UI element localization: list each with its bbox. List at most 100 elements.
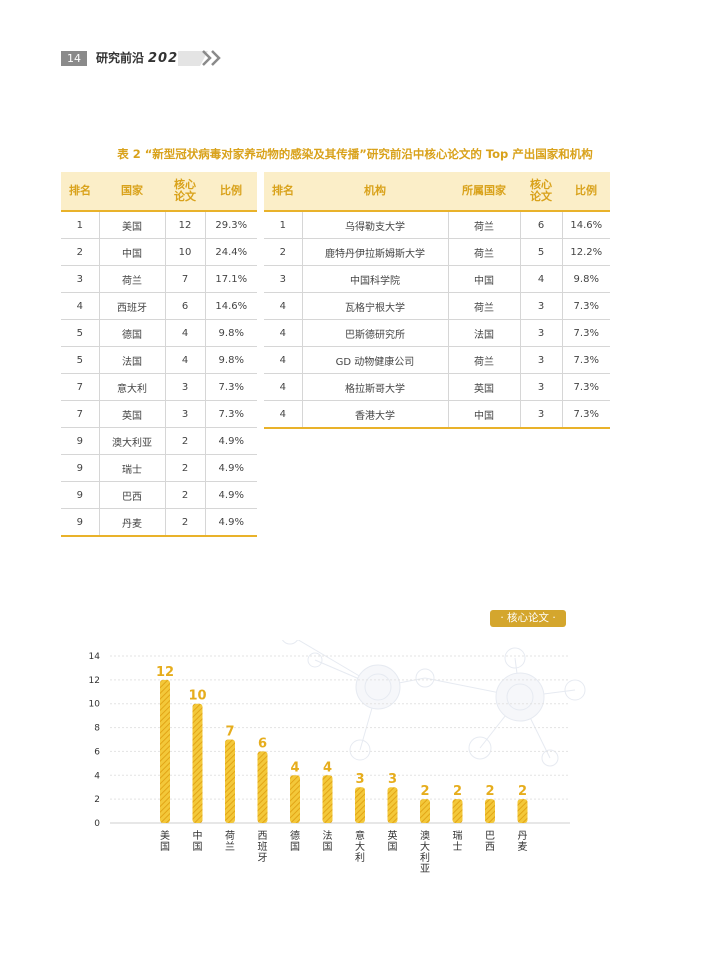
category-label: 法国 <box>323 829 333 853</box>
y-tick-label: 14 <box>89 652 101 662</box>
country-row: 7 意大利 3 7.3% <box>61 373 257 401</box>
table-cell: 澳大利亚 <box>98 427 165 455</box>
country-table: 排名 国家 核心论文 比例 1 美国 12 29.3% 2 中国 10 24.4% 3 荷兰 7 17… <box>61 172 257 537</box>
network-background <box>281 640 586 767</box>
table-cell: 英国 <box>447 373 520 401</box>
table-cell: 7.3% <box>561 319 610 347</box>
table-cell: 9 <box>61 454 99 482</box>
col-header: 排名 <box>264 172 302 212</box>
table-cell: 7.3% <box>561 346 610 374</box>
table-cell: 14.6% <box>204 292 257 320</box>
bar <box>420 799 430 823</box>
table-cell: 9.8% <box>204 319 257 347</box>
table-cell: 2 <box>61 238 99 266</box>
table-cell: 4 <box>264 319 302 347</box>
table-cell: 瑞士 <box>98 454 165 482</box>
category-label: 意大利 <box>355 829 365 864</box>
institution-row: 4 香港大学 中国 3 7.3% <box>264 400 610 429</box>
table-cell: 西班牙 <box>98 292 165 320</box>
y-tick-label: 2 <box>94 795 100 805</box>
table-cell: 4 <box>264 400 302 429</box>
header-title: 研究前沿 <box>96 51 145 65</box>
country-row: 9 巴西 2 4.9% <box>61 481 257 509</box>
table-header-row: 排名 国家 核心论文 比例 <box>61 172 257 212</box>
institution-table: 排名 机构 所属国家 核心论文 比例 1 乌得勒支大学 荷兰 6 14.6% 2 鹿特丹伊拉… <box>264 172 610 429</box>
table-cell: 9 <box>61 481 99 509</box>
category-label: 美国 <box>160 829 170 853</box>
y-tick-label: 8 <box>94 724 100 734</box>
category-label: 英国 <box>388 829 398 853</box>
col-header: 核心论文 <box>520 172 562 212</box>
table-cell: 3 <box>264 265 302 293</box>
category-label: 澳大利亚 <box>420 829 430 875</box>
table-cell: 巴西 <box>98 481 165 509</box>
table-cell: GD 动物健康公司 <box>301 346 448 374</box>
table-cell: 3 <box>519 346 562 374</box>
country-row: 9 丹麦 2 4.9% <box>61 508 257 537</box>
table-cell: 2 <box>164 481 205 509</box>
table-cell: 24.4% <box>204 238 257 266</box>
bar-value-label: 2 <box>420 784 429 799</box>
table-cell: 荷兰 <box>447 292 520 320</box>
col-header: 机构 <box>302 172 448 212</box>
table-cell: 7 <box>61 400 99 428</box>
table-header-row: 排名 机构 所属国家 核心论文 比例 <box>264 172 610 212</box>
y-tick-label: 0 <box>94 819 100 829</box>
table-cell: 2 <box>164 508 205 537</box>
table-cell: 7.3% <box>561 373 610 401</box>
table-cell: 丹麦 <box>98 508 165 537</box>
table-cell: 2 <box>164 454 205 482</box>
table-cell: 中国科学院 <box>301 265 448 293</box>
table-cell: 4.9% <box>204 427 257 455</box>
table-cell: 17.1% <box>204 265 257 293</box>
country-row: 7 英国 3 7.3% <box>61 400 257 428</box>
bar-value-label: 10 <box>188 689 206 704</box>
col-header: 比例 <box>205 172 257 212</box>
table-cell: 7.3% <box>561 292 610 320</box>
institution-row: 3 中国科学院 中国 4 9.8% <box>264 265 610 293</box>
table-cell: 香港大学 <box>301 400 448 429</box>
table-cell: 5 <box>61 319 99 347</box>
table-cell: 格拉斯哥大学 <box>301 373 448 401</box>
bar <box>290 775 300 823</box>
table-cell: 巴斯德研究所 <box>301 319 448 347</box>
table-cell: 中国 <box>98 238 165 266</box>
table-cell: 7 <box>164 265 205 293</box>
bar <box>225 739 235 823</box>
institution-row: 4 GD 动物健康公司 荷兰 3 7.3% <box>264 346 610 374</box>
table-cell: 9.8% <box>204 346 257 374</box>
table-cell: 14.6% <box>561 211 610 239</box>
country-row: 3 荷兰 7 17.1% <box>61 265 257 293</box>
bar-value-label: 2 <box>453 784 462 799</box>
table-cell: 12.2% <box>561 238 610 266</box>
table-cell: 9 <box>61 427 99 455</box>
table-cell: 荷兰 <box>98 265 165 293</box>
bar-value-label: 3 <box>355 772 364 787</box>
running-header: 研究前沿 2022 <box>96 50 188 67</box>
bar <box>517 799 528 823</box>
table-cell: 英国 <box>98 400 165 428</box>
table-cell: 4 <box>264 346 302 374</box>
bar-value-label: 2 <box>485 784 494 799</box>
country-row: 2 中国 10 24.4% <box>61 238 257 266</box>
country-row: 5 德国 4 9.8% <box>61 319 257 347</box>
table-cell: 7.3% <box>204 373 257 401</box>
table-cell: 9 <box>61 508 99 537</box>
table-cell: 4.9% <box>204 508 257 537</box>
institution-row: 4 巴斯德研究所 法国 3 7.3% <box>264 319 610 347</box>
table-cell: 4 <box>61 292 99 320</box>
col-header: 国家 <box>99 172 165 212</box>
table-cell: 荷兰 <box>447 346 520 374</box>
table-cell: 3 <box>519 400 562 429</box>
table-cell: 美国 <box>98 211 165 239</box>
bar-value-label: 7 <box>225 725 234 740</box>
institution-row: 1 乌得勒支大学 荷兰 6 14.6% <box>264 211 610 239</box>
table-cell: 4 <box>164 346 205 374</box>
table-cell: 3 <box>519 319 562 347</box>
table-cell: 荷兰 <box>447 238 520 266</box>
table-cell: 6 <box>519 211 562 239</box>
bar <box>192 703 203 823</box>
institution-row: 4 瓦格宁根大学 荷兰 3 7.3% <box>264 292 610 320</box>
category-label: 德国 <box>290 829 300 853</box>
table-cell: 3 <box>164 373 205 401</box>
